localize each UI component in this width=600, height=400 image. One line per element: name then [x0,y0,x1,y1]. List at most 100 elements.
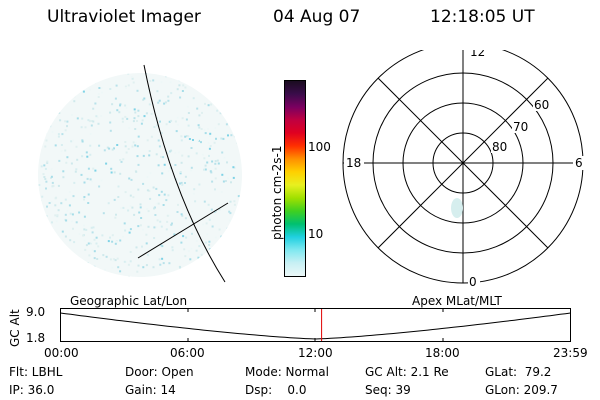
speckle-pixel [145,233,148,236]
speckle-pixel [91,120,94,122]
mlt-label-bottom: 0 [469,275,477,289]
speckle-pixel [169,81,172,84]
speckle-pixel [89,132,92,135]
speckle-pixel [186,135,189,137]
speckle-pixel [211,225,214,228]
speckle-pixel [137,188,140,191]
speckle-pixel [31,254,33,256]
speckle-pixel [62,176,65,179]
speckle-pixel [33,224,35,226]
speckle-pixel [40,73,43,76]
speckle-pixel [31,111,33,113]
speckle-pixel [97,93,100,96]
speckle-pixel [148,189,151,192]
speckle-pixel [127,263,130,266]
speckle-pixel [111,103,114,106]
speckle-pixel [184,182,186,184]
speckle-pixel [75,221,78,224]
speckle-pixel [186,285,188,287]
speckle-pixel [163,102,166,105]
time-display: 12:18:05 UT [430,7,535,27]
speckle-pixel [77,66,79,68]
speckle-pixel [156,124,159,127]
speckle-pixel [142,154,145,157]
speckle-pixel [112,259,115,262]
speckle-pixel [68,289,70,290]
speckle-pixel [137,225,140,228]
speckle-pixel [127,84,130,87]
info-dsp: Dsp: 0.0 [245,383,307,397]
speckle-pixel [88,283,90,285]
speckle-pixel [127,209,130,212]
speckle-pixel [124,229,127,232]
speckle-pixel [51,221,53,224]
speckle-pixel [134,128,137,130]
speckle-pixel [38,136,40,139]
speckle-pixel [94,81,97,83]
speckle-pixel [136,155,139,158]
speckle-pixel [38,138,39,141]
speckle-pixel [92,167,95,170]
speckle-pixel [245,115,247,117]
speckle-pixel [119,104,121,107]
speckle-pixel [184,86,187,89]
speckle-pixel [100,87,103,90]
speckle-pixel [218,86,221,89]
speckle-pixel [169,281,171,283]
speckle-pixel [57,135,60,138]
speckle-pixel [237,195,240,198]
speckle-pixel [170,149,173,152]
speckle-pixel [146,253,149,256]
speckle-pixel [170,286,172,288]
speckle-pixel [72,195,75,198]
speckle-pixel [170,223,173,226]
speckle-pixel [114,259,117,262]
speckle-pixel [236,142,239,144]
speckle-pixel [207,141,210,144]
speckle-pixel [229,212,232,215]
speckle-pixel [228,118,231,121]
speckle-pixel [152,266,155,269]
speckle-pixel [51,250,54,253]
speckle-pixel [178,79,181,82]
speckle-pixel [132,141,135,144]
speckle-pixel [29,122,31,124]
speckle-pixel [219,73,221,75]
speckle-pixel [35,153,37,155]
speckle-pixel [98,87,101,89]
speckle-pixel [132,196,135,199]
speckle-pixel [246,250,248,252]
speckle-pixel [229,200,232,203]
speckle-pixel [172,64,174,66]
speckle-pixel [221,265,224,268]
speckle-pixel [119,207,122,210]
speckle-pixel [53,277,55,279]
speckle-pixel [239,136,242,139]
speckle-pixel [202,223,205,226]
speckle-pixel [247,206,249,208]
speckle-pixel [47,90,50,93]
speckle-pixel [31,256,33,258]
speckle-pixel [71,114,73,117]
speckle-pixel [211,268,214,271]
speckle-pixel [222,137,225,140]
speckle-pixel [223,156,226,159]
speckle-pixel [224,265,227,268]
speckle-pixel [250,150,252,152]
speckle-pixel [85,228,88,231]
speckle-pixel [149,282,151,284]
speckle-pixel [43,176,46,178]
speckle-pixel [39,147,42,150]
speckle-pixel [155,153,158,156]
speckle-pixel [51,130,54,133]
speckle-pixel [198,126,201,129]
speckle-pixel [146,139,149,142]
speckle-pixel [181,154,184,157]
track-y-axis-label: GC Alt [8,309,22,347]
speckle-pixel [52,95,55,98]
speckle-pixel [165,199,168,202]
speckle-pixel [222,180,225,183]
speckle-pixel [137,109,140,112]
speckle-pixel [136,270,139,273]
speckle-pixel [200,289,202,290]
